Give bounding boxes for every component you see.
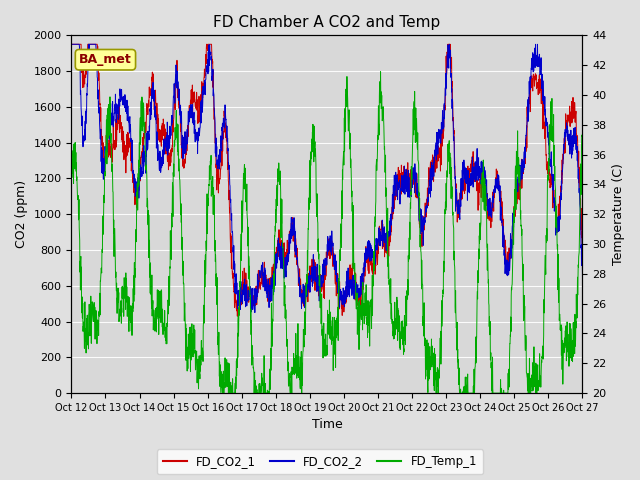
Y-axis label: CO2 (ppm): CO2 (ppm) xyxy=(15,180,28,248)
X-axis label: Time: Time xyxy=(312,419,342,432)
Title: FD Chamber A CO2 and Temp: FD Chamber A CO2 and Temp xyxy=(213,15,440,30)
Text: BA_met: BA_met xyxy=(79,53,132,66)
Legend: FD_CO2_1, FD_CO2_2, FD_Temp_1: FD_CO2_1, FD_CO2_2, FD_Temp_1 xyxy=(157,449,483,474)
Y-axis label: Temperature (C): Temperature (C) xyxy=(612,163,625,265)
